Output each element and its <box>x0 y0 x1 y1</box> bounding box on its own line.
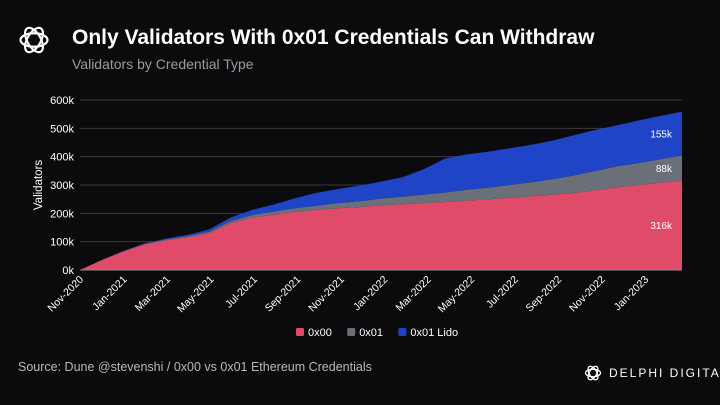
x-tick-label: Nov-2021 <box>306 274 347 315</box>
source-note: Source: Dune @stevenshi / 0x00 vs 0x01 E… <box>18 360 372 374</box>
x-tick-label: Mar-2021 <box>133 274 173 314</box>
legend-swatch-0x01-lido <box>398 328 407 336</box>
legend-label: 0x01 Lido <box>410 327 458 339</box>
y-tick-label: 600k <box>50 95 74 107</box>
x-tick-label: Jan-2022 <box>351 274 391 314</box>
y-tick-label: 0k <box>62 265 74 277</box>
delphi-logo-icon <box>19 26 49 54</box>
data-labels: 316k 88k 155k <box>650 130 673 233</box>
chart-title: Only Validators With 0x01 Credentials Ca… <box>72 26 595 49</box>
x-tick-label: Nov-2020 <box>45 274 86 315</box>
legend-swatch-0x00 <box>296 328 304 336</box>
legend: 0x00 0x01 0x01 Lido <box>296 327 458 339</box>
area-0x01 <box>80 155 682 270</box>
y-tick-label: 300k <box>50 180 74 192</box>
x-tick-label: Sep-2021 <box>263 274 304 315</box>
y-tick-label: 100k <box>50 237 74 249</box>
legend-swatch-0x01 <box>347 328 356 336</box>
brand-mark: DELPHI DIGITAL <box>583 363 720 383</box>
x-tick-label: Jan-2021 <box>90 274 130 314</box>
x-tick-label: Jul-2021 <box>223 274 260 311</box>
area-series <box>80 111 682 270</box>
end-label-0x01: 88k <box>656 164 673 175</box>
y-axis-title: Validators <box>33 160 45 211</box>
x-tick-label: Sep-2022 <box>524 274 565 315</box>
brand-name: DELPHI DIGITAL <box>609 366 720 380</box>
x-tick-label: May-2022 <box>436 274 478 316</box>
y-tick-label: 200k <box>50 208 74 220</box>
chart-subtitle: Validators by Credential Type <box>72 56 254 72</box>
delphi-logo-small-icon <box>584 365 602 381</box>
y-tick-label: 500k <box>50 123 74 135</box>
area-0x00 <box>80 180 682 270</box>
y-tick-label: 400k <box>50 152 74 164</box>
x-tick-label: May-2021 <box>175 274 217 316</box>
x-tick-label: Jan-2023 <box>612 274 652 314</box>
legend-label: 0x00 <box>308 327 332 339</box>
area-0x01-lido <box>80 111 682 270</box>
end-label-0x01-lido: 155k <box>650 130 673 141</box>
legend-label: 0x01 <box>359 327 383 339</box>
x-tick-label: Jul-2022 <box>484 274 521 311</box>
x-tick-label: Nov-2022 <box>567 274 608 315</box>
end-label-0x00: 316k <box>650 221 673 232</box>
x-tick-label: Mar-2022 <box>394 274 434 314</box>
